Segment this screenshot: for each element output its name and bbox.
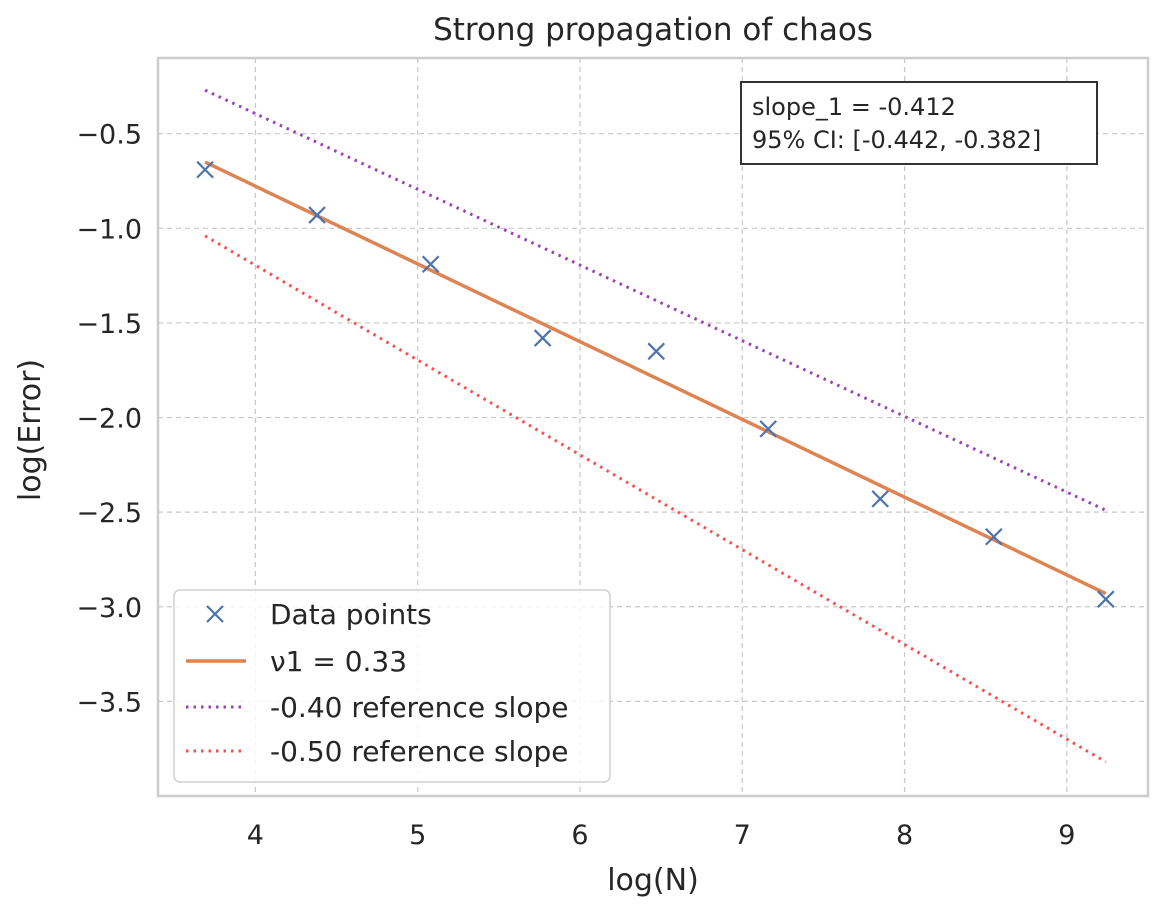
legend-label-ref-050: -0.50 reference slope	[270, 735, 568, 768]
legend-frame	[173, 589, 611, 783]
chart-title: Strong propagation of chaos	[433, 12, 873, 48]
legend-label-data-points: Data points	[270, 598, 432, 631]
data-point-marker	[1097, 590, 1115, 608]
data-point-marker	[759, 420, 778, 438]
legend: Data points ν1 = 0.33 -0.40 reference sl…	[173, 589, 611, 783]
y-tick-label: −1.0	[76, 214, 142, 245]
series-line	[204, 234, 1107, 764]
data-point-marker	[985, 527, 1003, 546]
x-tick-label: 7	[734, 820, 751, 851]
data-point-marker	[308, 206, 326, 224]
y-tick-label: −1.5	[76, 309, 142, 340]
legend-label-fit-line: ν1 = 0.33	[270, 645, 407, 678]
legend-marker-data-points	[206, 605, 224, 623]
x-tick-label: 8	[896, 820, 913, 851]
y-tick-label: −3.0	[76, 593, 142, 624]
x-axis-label: log(N)	[607, 863, 699, 898]
x-tick-label: 4	[247, 820, 264, 851]
tick-labels: 4 5 6 7 8 9 −0.5 −1.0 −1.5 −2.0 −2.5 −3.0 −3.5	[76, 120, 1075, 851]
x-tick-label: 9	[1058, 820, 1075, 851]
y-tick-label: −2.0	[76, 404, 142, 435]
y-tick-label: −3.5	[76, 687, 142, 718]
legend-label-ref-040: -0.40 reference slope	[270, 691, 568, 724]
series-line	[204, 88, 1107, 512]
annotation-line-2: 95% CI: [-0.442, -0.382]	[752, 126, 1041, 154]
y-axis-label: log(Error)	[13, 359, 48, 501]
data-point-marker	[533, 329, 552, 347]
plot-frame	[156, 56, 1150, 798]
y-tick-label: −2.5	[76, 498, 142, 529]
data-point-marker	[647, 342, 666, 361]
data-point-marker	[196, 160, 214, 179]
annotation-line-1: slope_1 = -0.412	[752, 93, 956, 121]
y-tick-label: −0.5	[76, 120, 142, 151]
annotation-box: slope_1 = -0.412 95% CI: [-0.442, -0.382…	[740, 81, 1098, 165]
x-tick-label: 5	[409, 820, 426, 851]
series-layer	[196, 88, 1115, 764]
data-point-marker	[421, 255, 440, 274]
x-tick-label: 6	[571, 820, 588, 851]
data-point-marker	[871, 490, 889, 508]
series-line	[204, 160, 1107, 596]
